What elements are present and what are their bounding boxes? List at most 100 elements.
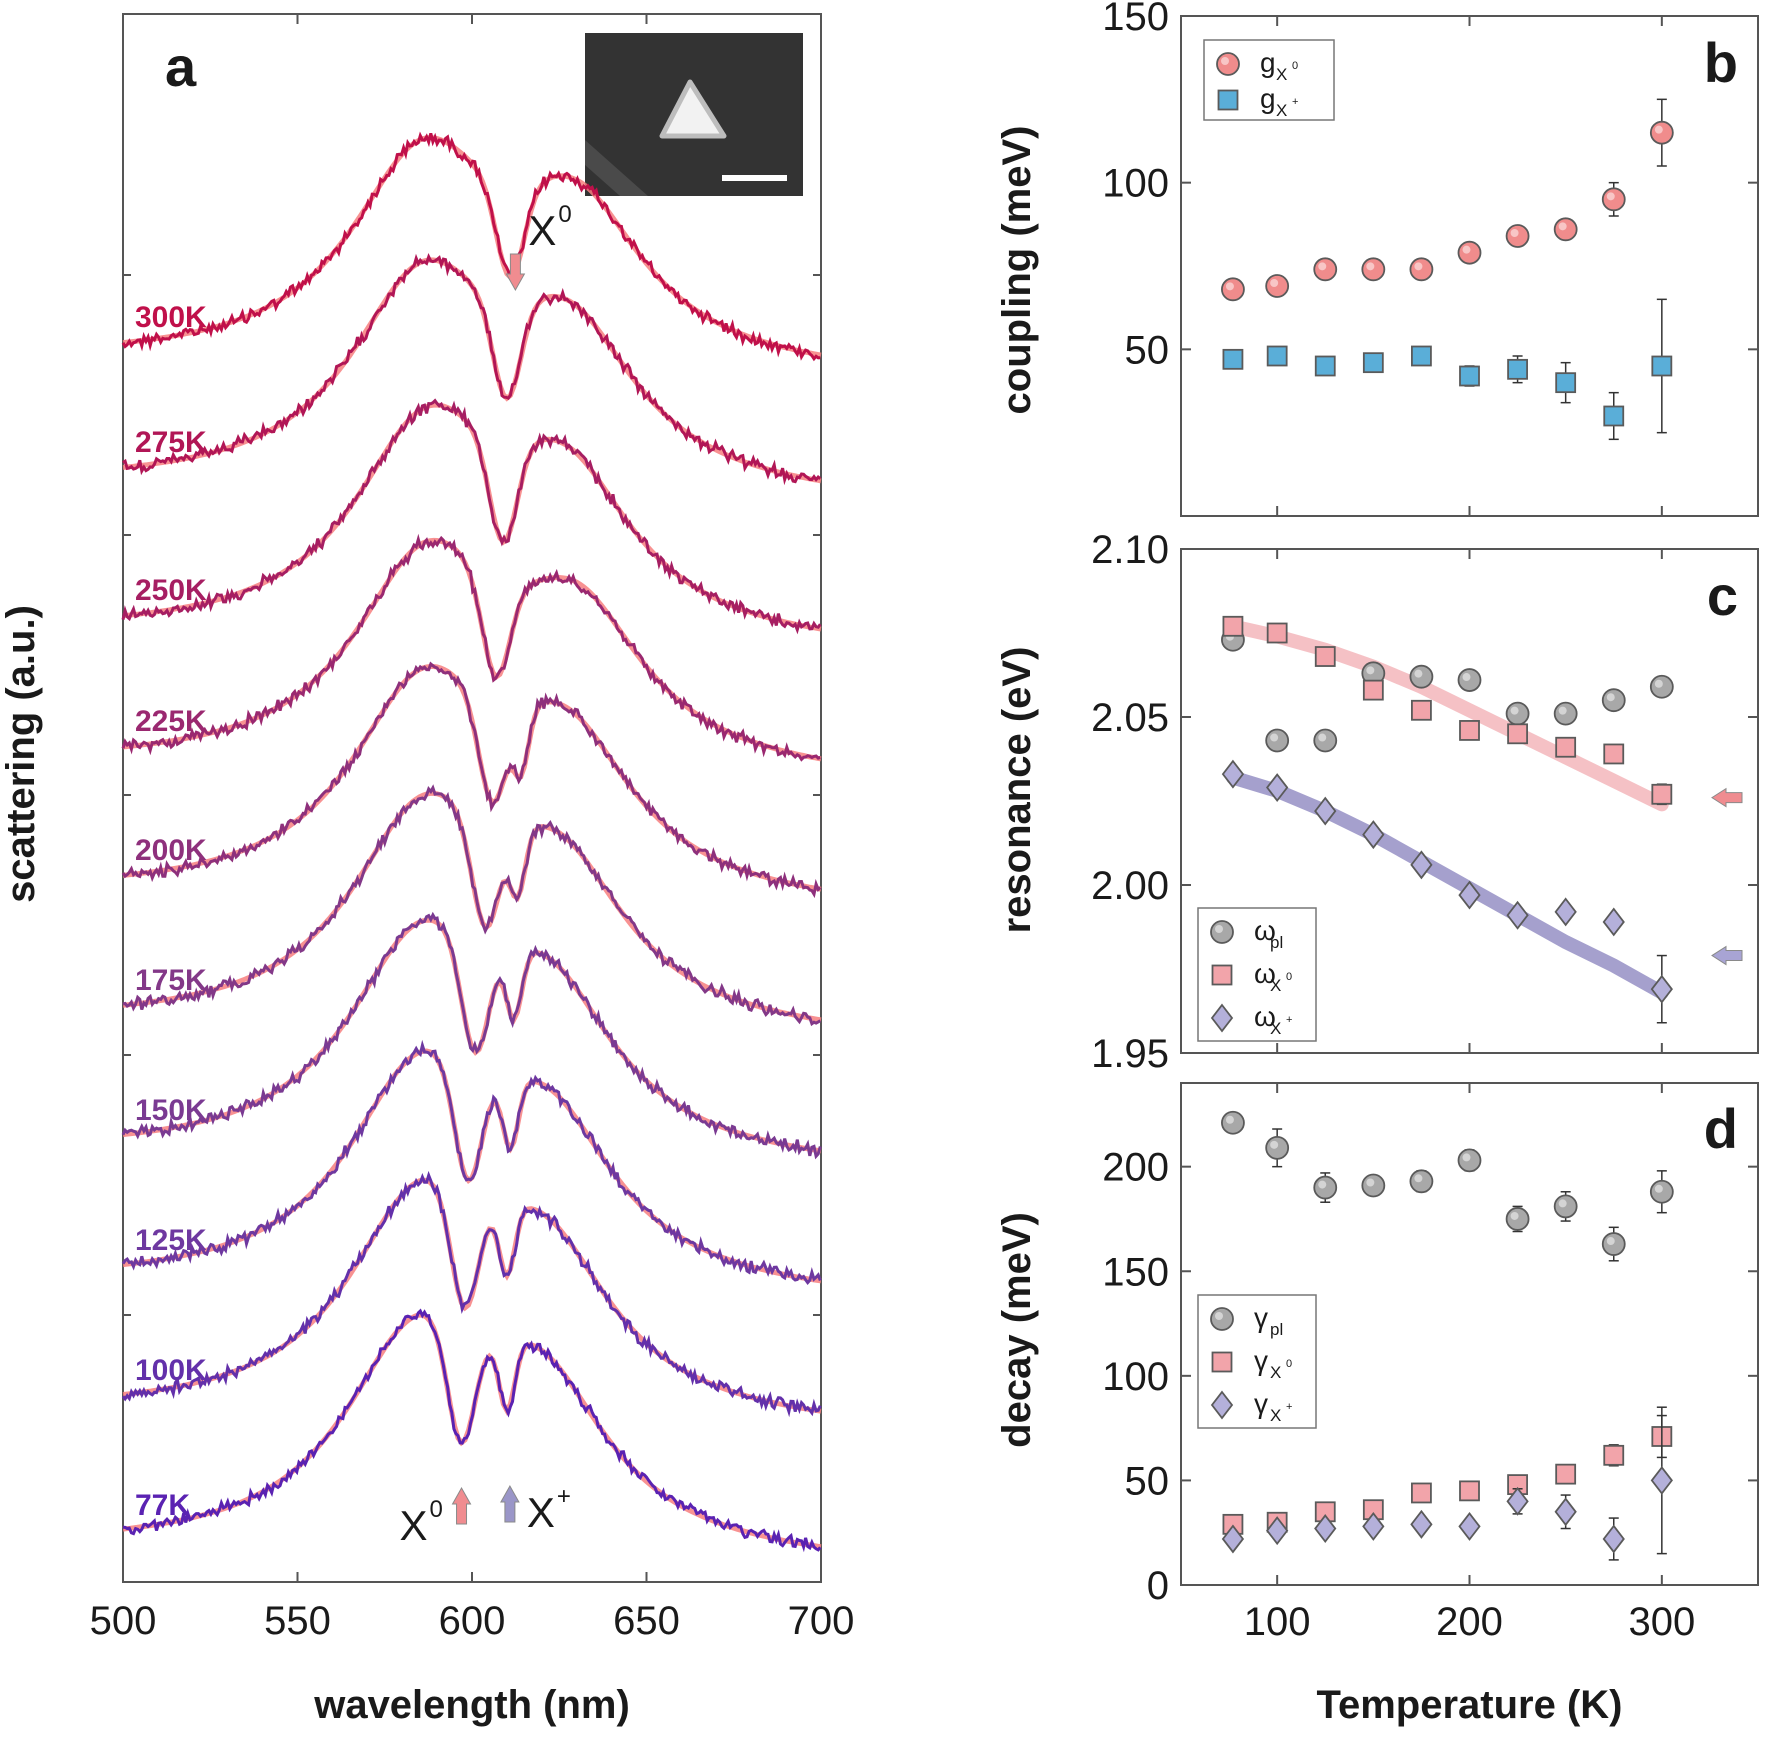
x-tick-label: 100 — [1244, 1600, 1311, 1644]
panel-a-spectra: a 300K 275K 250K 225K 200K 175K 150K 125K 100K 77… — [0, 13, 854, 1727]
data-point-shine — [1558, 222, 1567, 231]
spectrum-250K: 250K — [121, 398, 822, 635]
xplus-label-bottom: X — [527, 1489, 555, 1536]
data-point-shine — [1606, 693, 1615, 702]
x-tick-label: 650 — [613, 1599, 680, 1643]
xplus-arrow-bottom — [500, 1484, 520, 1523]
x0-arrow-bottom — [451, 1486, 472, 1525]
x0-arrow-top — [505, 253, 526, 292]
measured-curve-250K — [121, 398, 822, 635]
temperature-label: 225K — [135, 705, 207, 738]
data-point — [1602, 907, 1625, 937]
temperature-label: 275K — [135, 426, 207, 459]
series-d-1 — [1222, 1414, 1673, 1535]
data-point — [1362, 1511, 1385, 1541]
data-point-shine — [1318, 1180, 1327, 1189]
data-point-shine — [1270, 279, 1279, 287]
data-point — [1506, 1486, 1529, 1516]
y-tick-label: 2.05 — [1091, 696, 1169, 740]
spectrum-175K: 175K — [122, 784, 822, 1027]
annotations: X 0X 0 X + — [400, 201, 572, 1549]
data-point — [1314, 355, 1336, 377]
panel-letter-d: d — [1704, 1097, 1738, 1160]
data-point — [1553, 1194, 1578, 1219]
x0-label-bottom: X — [400, 1502, 428, 1549]
data-point-shine — [1654, 125, 1663, 134]
legend-label-sup: + — [1286, 1014, 1292, 1026]
data-point-shine — [1462, 245, 1471, 254]
data-point-shine — [1225, 282, 1234, 291]
fit-line-4 — [1225, 770, 1669, 1000]
data-point — [1411, 699, 1432, 721]
data-point — [1314, 646, 1336, 667]
data-point — [1650, 1465, 1673, 1495]
data-point — [1553, 701, 1578, 726]
spectrum-300K: 300K — [121, 131, 822, 362]
data-point — [1265, 1135, 1290, 1160]
data-point — [1507, 358, 1528, 380]
data-point — [1554, 1497, 1577, 1527]
x-tick-label: 300 — [1628, 1600, 1695, 1644]
data-point-shine — [1462, 1153, 1471, 1162]
legend-marker — [1216, 52, 1240, 76]
legend-label-sup: 0 — [1286, 971, 1292, 983]
temperature-label: 200K — [135, 834, 207, 867]
data-point — [1362, 820, 1385, 850]
data-point — [1221, 277, 1245, 302]
sem-inset-image — [585, 33, 803, 196]
data-point — [1649, 674, 1674, 699]
series-b-1 — [1222, 298, 1673, 441]
data-point-shine — [1270, 733, 1279, 742]
data-point — [1410, 850, 1433, 880]
legend-label: γ — [1254, 1345, 1268, 1376]
legend-b: g X 0g X + — [1203, 39, 1335, 121]
data-point — [1314, 1514, 1337, 1544]
y-tick-label: 0 — [1147, 1564, 1169, 1608]
y-tick-label: 50 — [1125, 1459, 1170, 1503]
data-point — [1650, 974, 1673, 1004]
panel-letter-b: b — [1704, 31, 1738, 94]
legend-label: γ — [1254, 1302, 1268, 1333]
legend-marker-shine — [1221, 57, 1229, 65]
data-point — [1601, 187, 1626, 212]
data-point — [1266, 773, 1289, 803]
legend-label-sup: + — [1292, 96, 1298, 108]
data-point — [1603, 743, 1625, 765]
series-d-0 — [1221, 1110, 1674, 1262]
temperature-label: 175K — [135, 964, 207, 997]
legend-label-sub: X — [1270, 1363, 1281, 1382]
x-tick-label: 500 — [90, 1599, 157, 1643]
data-point — [1459, 365, 1480, 387]
spectrum-150K: 150K — [121, 911, 822, 1160]
legend-marker — [1211, 1351, 1233, 1373]
data-point-shine — [1270, 1140, 1279, 1149]
y-tick-label: 100 — [1102, 1355, 1169, 1399]
data-point — [1651, 783, 1673, 805]
data-point — [1409, 257, 1434, 282]
data-point-shine — [1414, 669, 1423, 678]
legend-label-sub: X — [1270, 1406, 1281, 1425]
y-axis-title: resonance (eV) — [995, 647, 1039, 934]
legend-label-sub: pl — [1270, 1320, 1283, 1339]
legend-marker-shine — [1215, 925, 1223, 933]
spectrum-225K: 225K — [121, 533, 822, 762]
panel-letter-a: a — [165, 35, 197, 98]
y-tick-label: 150 — [1102, 1250, 1169, 1294]
data-point — [1410, 1509, 1433, 1539]
data-point — [1602, 1524, 1625, 1554]
data-point — [1505, 224, 1530, 248]
x-tick-label: 550 — [264, 1599, 331, 1643]
data-point — [1457, 668, 1482, 692]
panel-a-ticks: 500 550 600 650 700 — [90, 14, 854, 1643]
data-point-shine — [1654, 1184, 1663, 1193]
data-point — [1506, 900, 1529, 930]
data-point — [1555, 1463, 1577, 1485]
temperature-label: 125K — [135, 1224, 207, 1257]
data-point — [1313, 257, 1338, 282]
data-point-shine — [1225, 1115, 1234, 1124]
legend-marker-shine — [1215, 1312, 1223, 1320]
legend-label-sup: 0 — [1286, 1358, 1292, 1370]
data-point — [1649, 120, 1674, 145]
